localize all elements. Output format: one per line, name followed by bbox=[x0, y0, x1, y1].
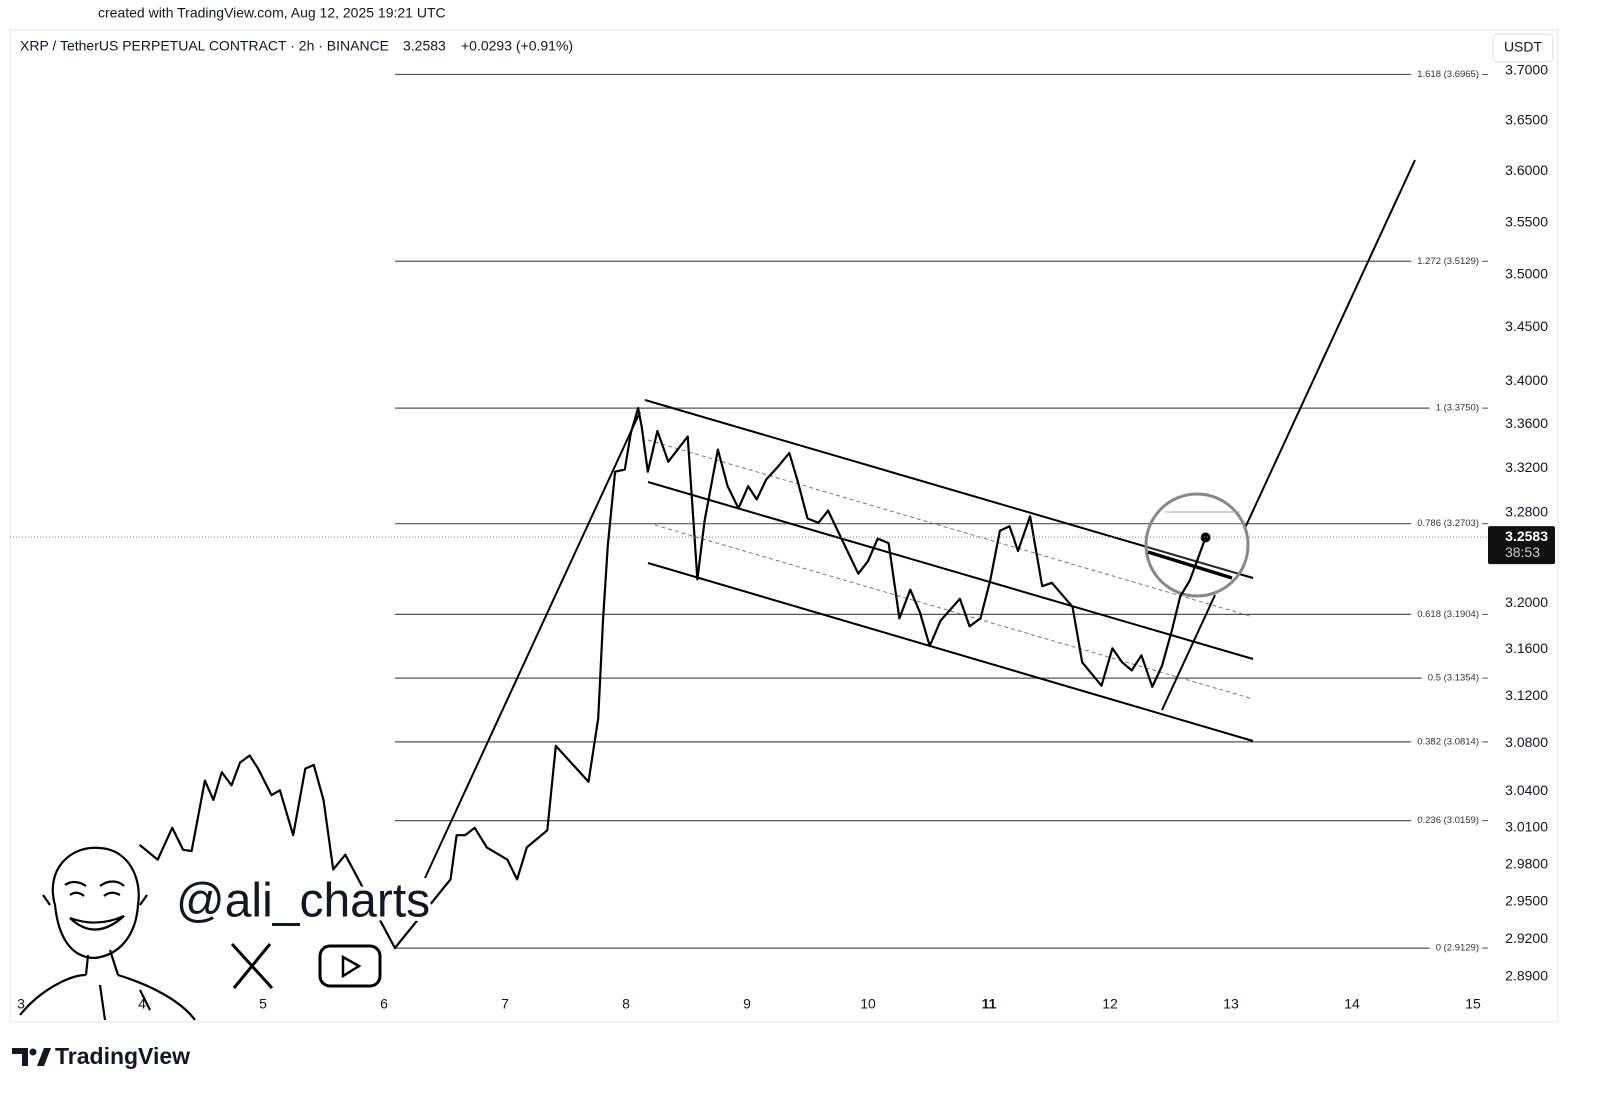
currency[interactable]: USDT bbox=[1504, 39, 1543, 55]
created-note: created with TradingView.com, Aug 12, 20… bbox=[98, 5, 446, 21]
y-tick-label: 3.2800 bbox=[1505, 504, 1548, 520]
x-tick-label: 13 bbox=[1223, 996, 1239, 1012]
x-tick-label: 5 bbox=[259, 996, 267, 1012]
social-icons bbox=[230, 942, 382, 990]
logo-mark bbox=[37, 1048, 51, 1066]
y-tick-label: 3.2000 bbox=[1505, 594, 1548, 610]
drawings bbox=[424, 159, 1416, 879]
highlight-circle bbox=[1144, 492, 1250, 598]
y-tick-label: 3.7000 bbox=[1505, 62, 1548, 78]
y-tick-label: 2.9500 bbox=[1505, 892, 1548, 908]
header-change: +0.0293 (+0.91%) bbox=[461, 38, 573, 54]
channel-bottom bbox=[647, 562, 1254, 742]
projection-line bbox=[1244, 159, 1416, 529]
watermark: @ali_charts bbox=[176, 875, 430, 928]
last-price: 3.2583 bbox=[1505, 528, 1548, 544]
youtube-play bbox=[341, 954, 362, 979]
y-tick-label: 3.4500 bbox=[1505, 318, 1548, 334]
y-tick-label: 3.6000 bbox=[1505, 162, 1548, 178]
x-tick-label: 4 bbox=[138, 996, 146, 1012]
y-tick-label: 2.9200 bbox=[1505, 930, 1548, 946]
levels: 3.7000 3.6500 3.6000 3.5500 3.5000 3.4500 3.40… bbox=[17, 62, 1548, 1012]
y-tick-label: 2.9800 bbox=[1505, 855, 1548, 871]
fib-label: 0.5 (3.1354) bbox=[1428, 673, 1479, 684]
avatar-body bbox=[19, 949, 196, 1021]
channel-quarter bbox=[647, 439, 1254, 618]
fib-label: 0.618 (3.1904) bbox=[1417, 609, 1479, 620]
y-tick-label: 3.5500 bbox=[1505, 213, 1548, 229]
y-tick-label: 3.3200 bbox=[1505, 459, 1548, 475]
x-tick-label: 14 bbox=[1344, 996, 1360, 1012]
x-tick-label: 7 bbox=[501, 996, 509, 1012]
logo-mark bbox=[12, 1048, 28, 1066]
y-tick-label: 3.3600 bbox=[1505, 415, 1548, 431]
youtube-icon[interactable] bbox=[318, 944, 382, 988]
fib-label: 0.236 (3.0159) bbox=[1417, 815, 1479, 826]
last-price-badge bbox=[1488, 526, 1555, 565]
y-tick-label: 3.0100 bbox=[1505, 819, 1548, 835]
fib-label: 1.272 (3.5129) bbox=[1417, 256, 1479, 267]
avatar-smile bbox=[69, 914, 125, 931]
x-tick-label: 3 bbox=[17, 996, 25, 1012]
y-tick-label: 3.0400 bbox=[1505, 782, 1548, 798]
symbol-title: XRP / TetherUS PERPETUAL CONTRACT · 2h ·… bbox=[20, 38, 389, 54]
y-tick-label: 3.4000 bbox=[1505, 372, 1548, 388]
channel-mid bbox=[647, 481, 1254, 660]
x-tick-label: 8 bbox=[622, 996, 630, 1012]
avatar-head bbox=[51, 846, 140, 960]
currency-box[interactable] bbox=[1492, 33, 1554, 63]
x-tick-label: 10 bbox=[860, 996, 876, 1012]
last-point bbox=[1200, 532, 1211, 543]
avatar bbox=[19, 846, 196, 1021]
fib-label: 0.382 (3.0814) bbox=[1417, 736, 1479, 747]
y-tick-label: 3.5000 bbox=[1505, 265, 1548, 281]
header-price: 3.2583 bbox=[403, 38, 446, 54]
x-tick-label: 6 bbox=[380, 996, 388, 1012]
fib-label: 0 (2.9129) bbox=[1436, 943, 1479, 954]
y-tick-label: 3.1200 bbox=[1505, 687, 1548, 703]
logo-mark bbox=[29, 1048, 37, 1056]
avatar-ears bbox=[42, 894, 148, 906]
channel-top bbox=[644, 399, 1254, 579]
y-tick-label: 3.0800 bbox=[1505, 734, 1548, 750]
avatar-brows bbox=[64, 880, 125, 887]
brand-logo bbox=[12, 1048, 51, 1066]
x-tick-label: 9 bbox=[743, 996, 751, 1012]
fib-label: 1.618 (3.6965) bbox=[1417, 69, 1479, 80]
price-line bbox=[138, 407, 1207, 950]
x-icon[interactable] bbox=[230, 942, 274, 990]
y-tick-label: 2.8900 bbox=[1505, 968, 1548, 984]
chart-frame bbox=[9, 29, 1559, 1023]
x-tick-label: 15 bbox=[1465, 996, 1481, 1012]
impulse-line bbox=[424, 411, 641, 879]
countdown: 38:53 bbox=[1505, 544, 1540, 560]
avatar-eyes bbox=[69, 891, 121, 897]
breakout-line bbox=[1161, 594, 1216, 711]
breakout-mark bbox=[1147, 550, 1233, 580]
fib-label: 0.786 (3.2703) bbox=[1417, 518, 1479, 529]
fib-label: 1 (3.3750) bbox=[1436, 403, 1479, 414]
y-tick-label: 3.6500 bbox=[1505, 112, 1548, 128]
x-tick-label: 12 bbox=[1102, 996, 1118, 1012]
x-tick-label: 11 bbox=[982, 996, 997, 1012]
brand: TradingView bbox=[55, 1043, 190, 1069]
y-tick-label: 3.1600 bbox=[1505, 640, 1548, 656]
